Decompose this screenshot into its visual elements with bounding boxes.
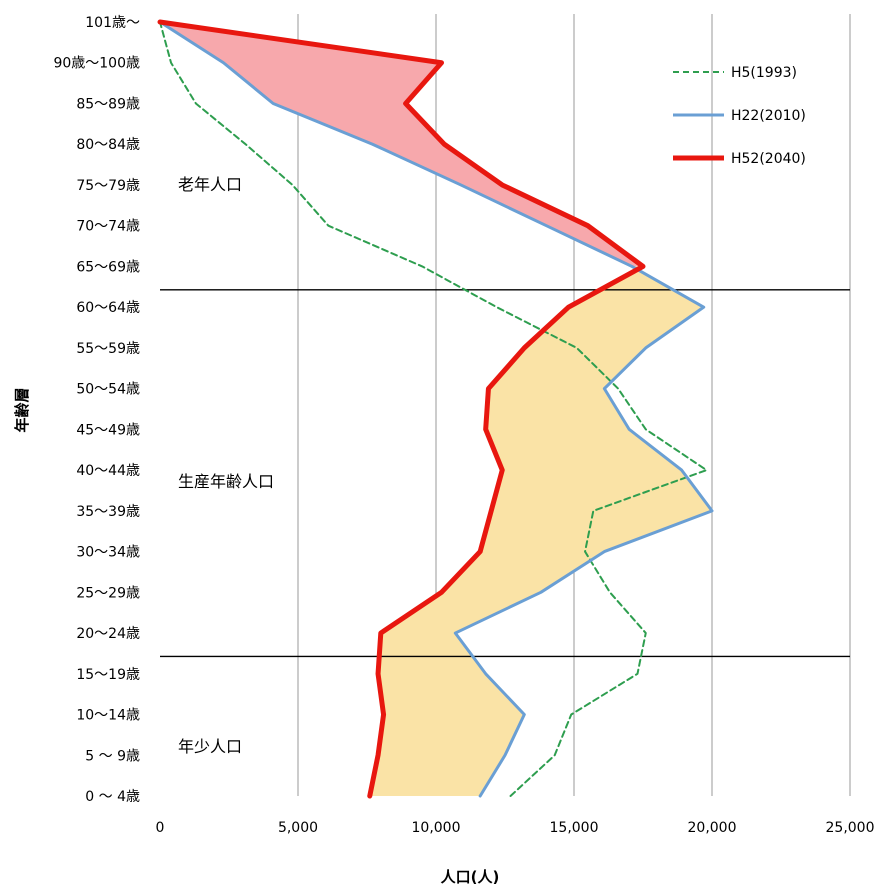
y-tick-label-18: 90歳～100歳 xyxy=(53,56,140,72)
y-tick-label-6: 30～34歳 xyxy=(76,545,140,561)
y-tick-label-2: 10～14歳 xyxy=(76,708,140,724)
y-tick-label-8: 40～44歳 xyxy=(76,463,140,479)
y-tick-label-11: 55～59歳 xyxy=(76,341,140,357)
x-tick-label-0: 0 xyxy=(156,820,165,836)
annotation-working-age: 生産年齢人口 xyxy=(178,472,274,491)
x-axis-title: 人口(人) xyxy=(441,868,500,886)
y-tick-label-17: 85～89歳 xyxy=(76,96,140,112)
age-group-dividers xyxy=(160,289,850,658)
y-tick-label-1: 5 ～ 9歳 xyxy=(85,748,140,764)
y-tick-label-14: 70～74歳 xyxy=(76,219,140,235)
x-tick-label-3: 15,000 xyxy=(550,820,599,836)
legend-label-0: H5(1993) xyxy=(731,65,797,81)
y-tick-label-4: 20～24歳 xyxy=(76,626,140,642)
y-tick-label-16: 80～84歳 xyxy=(76,137,140,153)
y-tick-label-10: 50～54歳 xyxy=(76,382,140,398)
y-tick-label-12: 60～64歳 xyxy=(76,300,140,316)
y-tick-label-5: 25～29歳 xyxy=(76,585,140,601)
y-tick-label-0: 0 ～ 4歳 xyxy=(85,789,140,805)
series-line-0 xyxy=(159,21,708,797)
legend-label-1: H22(2010) xyxy=(731,108,806,124)
annotation-youth: 年少人口 xyxy=(178,737,242,756)
series-line-2 xyxy=(157,19,646,799)
y-tick-label-13: 65～69歳 xyxy=(76,259,140,275)
shaded-region-1 xyxy=(369,266,712,797)
x-tick-label-4: 20,000 xyxy=(688,820,737,836)
y-tick-label-9: 45～49歳 xyxy=(76,422,140,438)
annotation-elderly: 老年人口 xyxy=(178,175,242,194)
y-tick-label-19: 101歳～ xyxy=(85,15,140,31)
legend-label-2: H52(2040) xyxy=(731,151,806,167)
y-tick-label-7: 35～39歳 xyxy=(76,504,140,520)
y-axis-title: 年齢層 xyxy=(13,387,31,432)
x-tick-label-2: 10,000 xyxy=(412,820,461,836)
series-line-1 xyxy=(158,20,714,798)
shaded-areas xyxy=(160,22,712,797)
x-tick-label-1: 5,000 xyxy=(278,820,318,836)
legend: H5(1993) H22(2010) H52(2040) xyxy=(673,65,806,167)
y-tick-label-3: 15～19歳 xyxy=(76,667,140,683)
x-axis-tick-labels: 0 5,000 10,000 15,000 20,000 25,000 xyxy=(156,820,875,836)
shaded-region-0 xyxy=(160,22,643,267)
region-annotations: 老年人口 生産年齢人口 年少人口 xyxy=(178,175,274,756)
y-axis-tick-labels: 0 ～ 4歳 5 ～ 9歳 10～14歳 15～19歳 20～24歳 25～29歳 30～3… xyxy=(53,15,140,805)
series-lines xyxy=(157,19,714,799)
x-tick-label-5: 25,000 xyxy=(826,820,875,836)
y-tick-label-15: 75～79歳 xyxy=(76,178,140,194)
